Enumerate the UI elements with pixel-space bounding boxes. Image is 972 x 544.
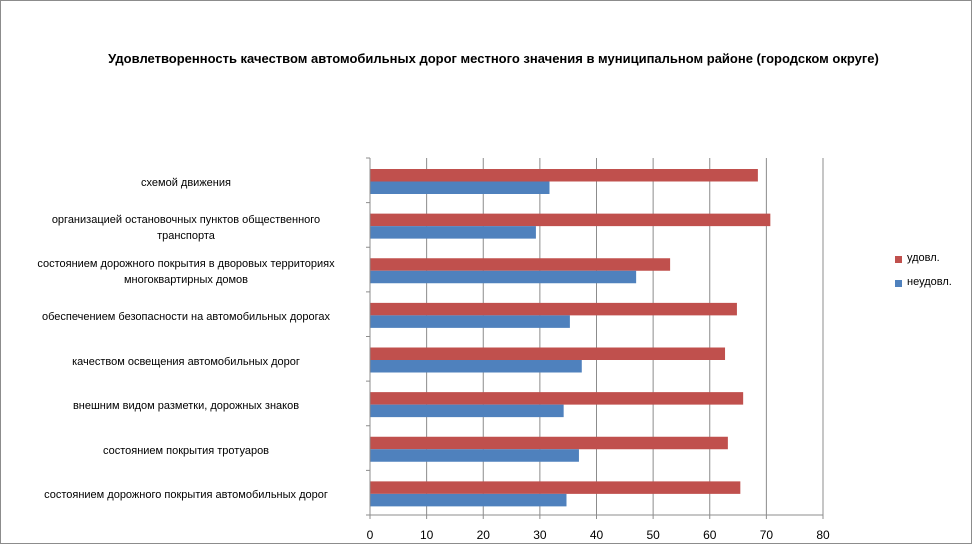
legend-swatch: [895, 256, 902, 263]
category-label: схемой движения: [16, 175, 356, 191]
bar-neudovl: [370, 493, 567, 507]
legend-label: удовл.: [907, 252, 940, 264]
bar-neudovl: [370, 226, 536, 239]
bar-udovl: [370, 436, 728, 450]
bar-udovl: [370, 213, 771, 227]
category-label: организацией остановочных пунктов общест…: [16, 212, 356, 244]
category-label: внешним видом разметки, дорожных знаков: [16, 398, 356, 414]
bar-udovl: [370, 347, 726, 360]
category-label-line: состоянием дорожного покрытия в дворовых…: [37, 258, 335, 271]
category-label-line: транспорта: [157, 229, 215, 242]
x-tick-label: 30: [533, 528, 547, 542]
bar-udovl: [370, 392, 744, 405]
bar-udovl: [370, 169, 758, 182]
x-tick-label: 50: [646, 528, 660, 542]
x-tick-label: 40: [590, 528, 604, 542]
legend-label: неудовл.: [907, 276, 952, 288]
category-label-line: внешним видом разметки, дорожных знаков: [72, 400, 300, 413]
category-label-line: обеспечением безопасности на автомобильн…: [42, 310, 330, 323]
x-tick-label: 80: [816, 528, 830, 542]
bar-neudovl: [370, 181, 550, 194]
x-tick-label: 0: [367, 528, 374, 542]
chart-title: Удовлетворенность качеством автомобильны…: [108, 51, 879, 66]
x-tick-label: 60: [703, 528, 717, 542]
legend-item: неудовл.: [895, 276, 972, 292]
x-tick-label: 70: [760, 528, 774, 542]
bar-udovl: [370, 302, 737, 316]
category-label-line: организацией остановочных пунктов общест…: [51, 213, 321, 226]
category-label: состоянием дорожного покрытия в дворовых…: [16, 256, 356, 288]
x-tick-label: 10: [420, 528, 434, 542]
category-label-line: схемой движения: [141, 177, 231, 189]
bar-neudovl: [370, 360, 582, 373]
category-label-line: состоянием дорожного покрытия автомобиль…: [44, 489, 328, 502]
bar-udovl: [370, 481, 741, 494]
bar-neudovl: [370, 404, 564, 418]
bar-udovl: [370, 258, 671, 271]
category-label: состоянием покрытия тротуаров: [16, 443, 356, 459]
legend-swatch: [895, 280, 902, 287]
category-label-line: состоянием покрытия тротуаров: [102, 444, 270, 457]
bar-neudovl: [370, 270, 637, 284]
x-tick-label: 20: [477, 528, 491, 542]
category-label-line: качеством освещения автомобильных дорог: [72, 355, 300, 368]
category-label: обеспечением безопасности на автомобильн…: [16, 309, 356, 325]
category-label: состоянием дорожного покрытия автомобиль…: [16, 487, 356, 503]
legend-item: удовл.: [895, 252, 972, 268]
category-label-line: многоквартирных домов: [123, 274, 249, 287]
category-label: качеством освещения автомобильных дорог: [16, 354, 356, 370]
bar-neudovl: [370, 315, 570, 328]
bar-neudovl: [370, 449, 579, 462]
